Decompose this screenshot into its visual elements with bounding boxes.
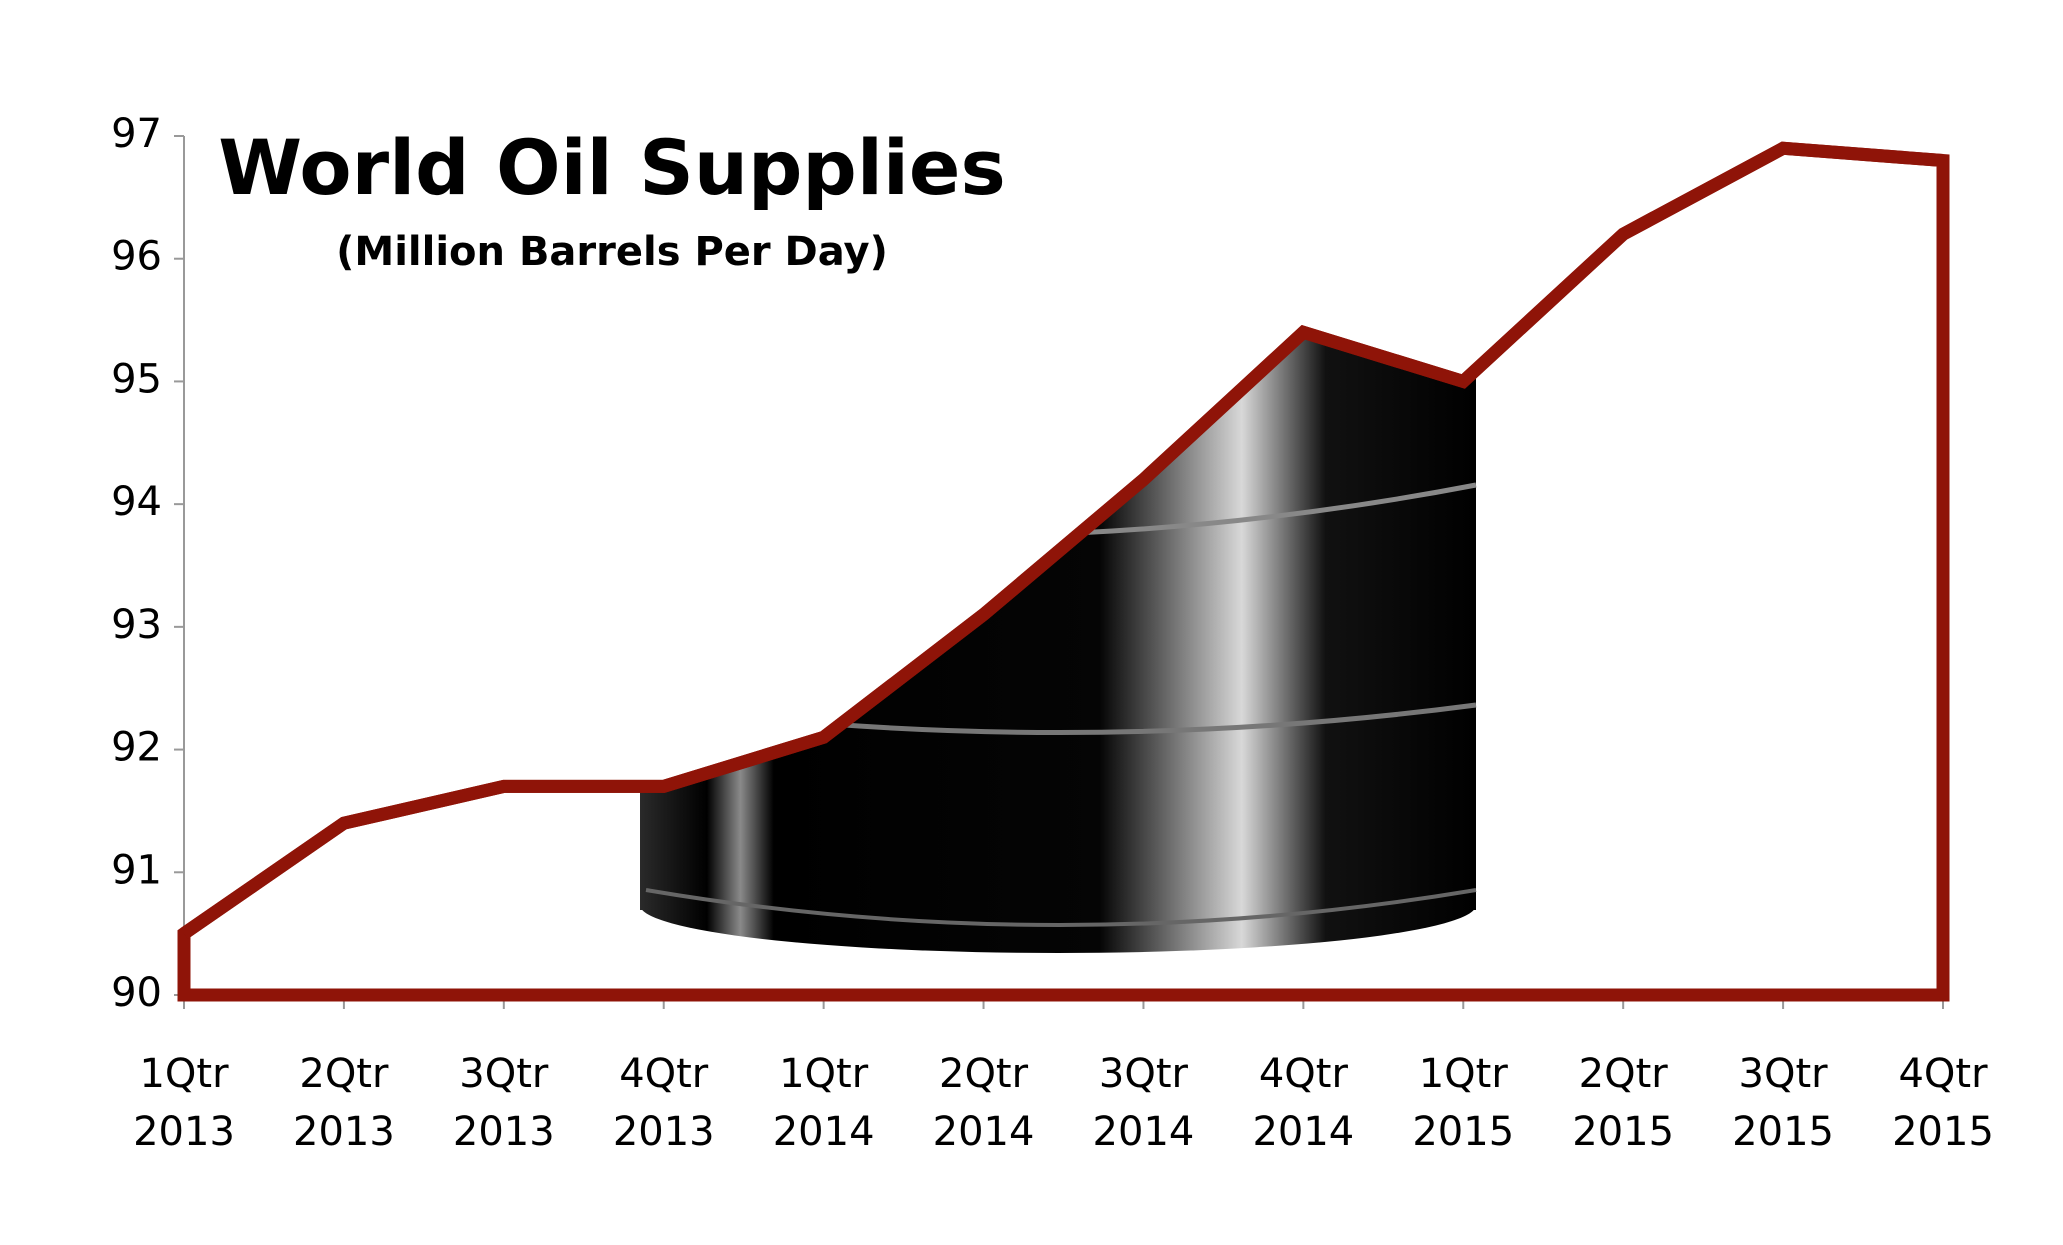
y-tick-label: 93 (111, 602, 162, 648)
x-tick-label: 2Qtr 2015 (1572, 1051, 1675, 1155)
x-tick-label: 2Qtr 2014 (932, 1051, 1035, 1155)
x-tick-label: 3Qtr 2013 (452, 1051, 555, 1155)
area-line (180, 141, 1944, 939)
y-tick-label: 91 (111, 847, 162, 893)
y-tick-label: 90 (111, 970, 162, 1016)
y-tick-label: 94 (111, 479, 162, 525)
chart-subtitle: (Million Barrels Per Day) (336, 229, 888, 275)
x-tick-label: 1Qtr 2014 (772, 1051, 875, 1155)
y-tick-label: 97 (111, 111, 162, 157)
y-tick-label: 92 (111, 725, 162, 771)
barrel (640, 300, 1477, 953)
x-tick-label: 4Qtr 2013 (612, 1051, 715, 1155)
chart-title: World Oil Supplies (218, 123, 1005, 212)
x-tick-label: 3Qtr 2014 (1092, 1051, 1195, 1155)
y-tick-label: 96 (111, 234, 162, 280)
x-tick-label: 4Qtr 2015 (1892, 1051, 1994, 1155)
x-tick-label: 1Qtr 2015 (1412, 1051, 1515, 1155)
y-tick-label: 95 (111, 356, 162, 402)
x-tick-label: 2Qtr 2013 (293, 1051, 395, 1155)
x-tick-label: 1Qtr 2013 (133, 1051, 235, 1155)
x-tick-label: 4Qtr 2014 (1252, 1051, 1355, 1155)
x-tick-label: 3Qtr 2015 (1732, 1051, 1834, 1155)
